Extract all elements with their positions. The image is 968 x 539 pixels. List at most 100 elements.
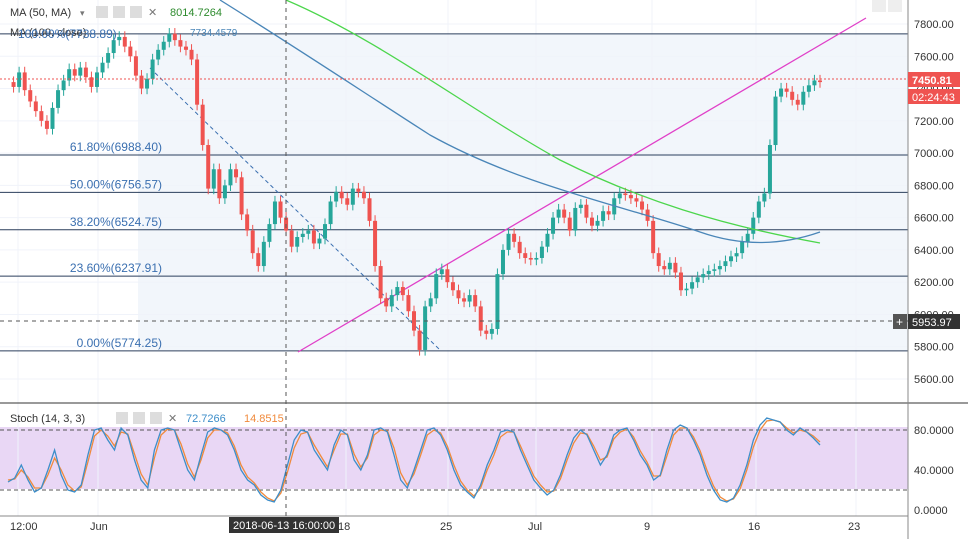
- stoch-visibility-icon[interactable]: [116, 412, 128, 424]
- candle-body: [33, 101, 38, 112]
- candle-body: [595, 220, 600, 226]
- candle-body: [562, 209, 567, 218]
- crosshair-price-value: 5953.97: [912, 317, 952, 329]
- stoch-d-line: [7, 419, 821, 502]
- candle-body: [495, 274, 500, 329]
- crosshair-time-badge: [229, 517, 339, 533]
- candle-body: [423, 306, 428, 350]
- candle-body: [801, 91, 806, 105]
- countdown-value: 02:24:43: [912, 92, 955, 104]
- candle-body: [245, 214, 250, 231]
- fibonacci-retracement[interactable]: 61.80%(6988.40) 50.00%(6756.57) 38.20%(652…: [0, 33, 908, 352]
- candle-body: [756, 201, 761, 218]
- price-tick-label: 5600.00: [914, 374, 954, 386]
- price-tick-label: 7800.00: [914, 19, 954, 31]
- stoch-label[interactable]: Stoch (14, 3, 3): [10, 413, 85, 425]
- candle-body: [78, 67, 83, 76]
- candle-body: [545, 233, 550, 247]
- candle-body: [484, 330, 489, 334]
- candle-body: [684, 288, 689, 291]
- stoch-k-line: [7, 417, 821, 503]
- candle-body: [523, 253, 528, 258]
- candle-body: [473, 295, 478, 307]
- candle-body: [517, 241, 522, 254]
- candle-body: [762, 193, 767, 202]
- candle-body: [328, 201, 333, 225]
- stoch-close-icon[interactable]: ✕: [168, 413, 177, 425]
- add-icon[interactable]: [130, 6, 142, 18]
- stoch-d-value: 14.8515: [244, 413, 284, 425]
- price-tick-label: 6600.00: [914, 213, 954, 225]
- candle-body: [712, 269, 717, 271]
- candle-body: [133, 56, 138, 76]
- candle-body: [339, 191, 344, 199]
- price-tick-label: 7000.00: [914, 148, 954, 160]
- candle-body: [556, 209, 561, 218]
- candle-body: [89, 77, 94, 87]
- candle-body: [361, 191, 366, 199]
- candle-body: [656, 253, 661, 267]
- stoch-add-icon[interactable]: [150, 412, 162, 424]
- candle-body: [723, 261, 728, 267]
- price-tick-label: 6400.00: [914, 245, 954, 257]
- stoch-axis: 80.0000 40.0000 0.0000: [914, 425, 954, 517]
- candle-body: [261, 241, 266, 267]
- candle-body: [528, 257, 533, 260]
- candle-body: [111, 40, 116, 54]
- fib-level-label: 61.80%(6988.40): [70, 140, 162, 154]
- candle-body: [400, 287, 405, 296]
- candle-body: [573, 207, 578, 231]
- candle-body: [584, 204, 589, 218]
- price-tick-label: 6800.00: [914, 180, 954, 192]
- candle-body: [551, 217, 556, 234]
- candle-body: [61, 80, 66, 91]
- ma50-label[interactable]: MA (50, MA): [10, 7, 71, 19]
- time-axis[interactable]: 12:00 Jun 18 25 Jul 9 16 23: [10, 521, 860, 533]
- candle-body: [334, 191, 339, 202]
- candle-body: [267, 224, 272, 242]
- candle-body: [272, 201, 277, 225]
- candle-body: [795, 99, 800, 105]
- countdown-badge: [908, 89, 960, 104]
- crosshair-add-button[interactable]: [893, 314, 907, 329]
- candle-body: [478, 306, 483, 331]
- scroll-down-button[interactable]: [888, 0, 902, 12]
- close-icon[interactable]: ✕: [148, 7, 157, 19]
- candle-body: [812, 80, 817, 86]
- candle-body: [150, 59, 155, 79]
- candle-body: [94, 72, 99, 87]
- plus-icon: +: [896, 315, 903, 329]
- candle-body: [667, 262, 672, 270]
- candle-body: [67, 69, 72, 81]
- candle-body: [167, 33, 172, 42]
- candle-body: [818, 80, 822, 83]
- candle-body: [300, 233, 305, 237]
- stoch-tick-label: 0.0000: [914, 505, 948, 517]
- candle-body: [395, 287, 400, 296]
- last-price-value: 7450.81: [912, 75, 952, 87]
- chevron-down-icon[interactable]: ▾: [80, 8, 85, 18]
- candle-body: [378, 266, 383, 299]
- candle-body: [373, 220, 378, 267]
- visibility-icon[interactable]: [96, 6, 108, 18]
- candle-body: [784, 88, 789, 92]
- candle-body: [317, 238, 322, 244]
- fib-level-label: 38.20%(6524.75): [70, 215, 162, 229]
- candle-body: [589, 217, 594, 226]
- settings-icon[interactable]: [113, 6, 125, 18]
- candle-body: [323, 224, 328, 239]
- candle-body: [740, 241, 745, 254]
- price-tick-label: 7600.00: [914, 51, 954, 63]
- candle-body: [450, 282, 455, 291]
- candle-body: [567, 217, 572, 231]
- candle-body: [389, 295, 394, 307]
- ma100-label[interactable]: MA (100, close): [10, 27, 86, 39]
- time-tick-label: 12:00: [10, 521, 38, 533]
- price-tick-label: 5800.00: [914, 342, 954, 354]
- candle-body: [83, 67, 88, 78]
- stoch-settings-icon[interactable]: [133, 412, 145, 424]
- scroll-up-button[interactable]: [872, 0, 886, 12]
- candle-body: [178, 40, 183, 47]
- candle-body: [11, 82, 16, 87]
